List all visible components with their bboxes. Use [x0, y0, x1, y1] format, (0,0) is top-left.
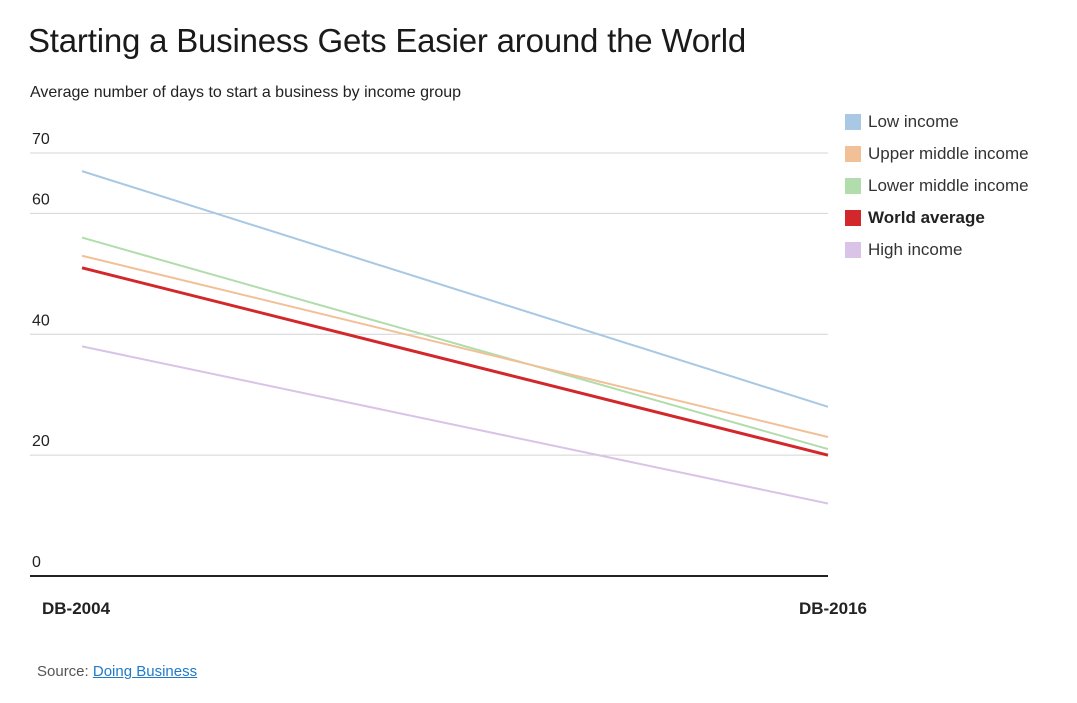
- series-line-high-income: [81, 345, 829, 505]
- y-tick-label: 40: [32, 312, 50, 329]
- y-axis-ticks: 0 20 40 60 70: [32, 131, 50, 571]
- series-line-lower-middle-income: [81, 236, 829, 451]
- legend-item: Upper middle income: [845, 138, 1029, 170]
- y-tick-label: 70: [32, 131, 50, 148]
- legend-label: Low income: [868, 112, 959, 131]
- legend-swatch: [845, 146, 861, 162]
- grid-lines: [30, 152, 828, 577]
- legend-swatch: [845, 178, 861, 194]
- y-tick-label: 20: [32, 433, 50, 450]
- y-tick-label: 0: [32, 554, 41, 571]
- source-link[interactable]: Doing Business: [92, 663, 198, 680]
- series-lines: [81, 170, 829, 505]
- x-tick-label: DB-2004: [42, 599, 111, 618]
- legend-item: High income: [845, 234, 1029, 266]
- legend-item: Low income: [845, 106, 1029, 138]
- source-note: Source: Doing Business: [37, 663, 197, 680]
- legend-label: Upper middle income: [868, 144, 1029, 163]
- series-line-low-income: [81, 170, 829, 408]
- legend-swatch: [845, 114, 861, 130]
- legend-label: World average: [868, 208, 985, 227]
- legend-label: Lower middle income: [868, 176, 1029, 195]
- chart-subtitle: Average number of days to start a busine…: [30, 84, 462, 101]
- legend-label: High income: [868, 240, 963, 259]
- legend-swatch: [845, 242, 861, 258]
- legend-swatch: [845, 210, 861, 226]
- x-tick-label: DB-2016: [799, 599, 867, 618]
- x-axis-ticks: DB-2004 DB-2016: [42, 599, 867, 618]
- legend-item: World average: [845, 202, 1029, 234]
- series-line-world-average: [81, 266, 829, 457]
- series-line-upper-middle-income: [81, 254, 829, 438]
- legend-item: Lower middle income: [845, 170, 1029, 202]
- legend: Low income Upper middle income Lower middl…: [845, 106, 1029, 266]
- source-label: Source:: [37, 663, 89, 680]
- chart-title: Starting a Business Gets Easier around t…: [28, 22, 746, 59]
- y-tick-label: 60: [32, 191, 50, 208]
